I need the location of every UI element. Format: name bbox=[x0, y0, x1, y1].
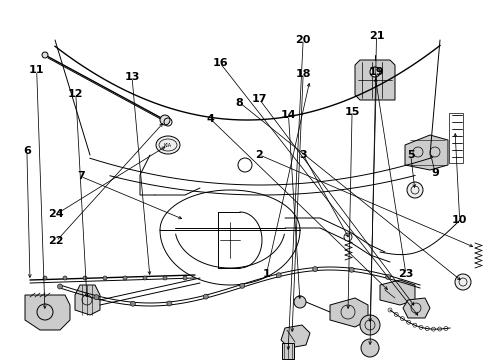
Circle shape bbox=[369, 67, 379, 77]
Text: 6: 6 bbox=[23, 146, 31, 156]
Text: 4: 4 bbox=[206, 114, 214, 124]
Polygon shape bbox=[329, 298, 367, 327]
Text: 24: 24 bbox=[48, 209, 64, 219]
Text: 22: 22 bbox=[48, 236, 64, 246]
Text: 9: 9 bbox=[430, 168, 438, 178]
Circle shape bbox=[103, 276, 107, 280]
Text: 19: 19 bbox=[368, 67, 384, 77]
Circle shape bbox=[123, 276, 127, 280]
Polygon shape bbox=[379, 280, 414, 305]
Polygon shape bbox=[404, 135, 447, 170]
Circle shape bbox=[406, 182, 422, 198]
Circle shape bbox=[385, 274, 390, 279]
Circle shape bbox=[276, 273, 281, 278]
Circle shape bbox=[359, 315, 379, 335]
Polygon shape bbox=[25, 295, 70, 330]
Text: 15: 15 bbox=[344, 107, 359, 117]
Bar bbox=[448, 113, 462, 163]
Polygon shape bbox=[402, 298, 429, 318]
Text: 8: 8 bbox=[235, 98, 243, 108]
Text: 16: 16 bbox=[212, 58, 227, 68]
Circle shape bbox=[348, 267, 353, 272]
Circle shape bbox=[203, 294, 208, 299]
Text: KIA: KIA bbox=[163, 143, 172, 148]
Text: 14: 14 bbox=[280, 110, 296, 120]
Circle shape bbox=[83, 276, 87, 280]
Circle shape bbox=[42, 52, 48, 58]
Bar bbox=[282, 343, 293, 359]
Circle shape bbox=[454, 274, 470, 290]
Circle shape bbox=[58, 284, 62, 289]
Text: 21: 21 bbox=[368, 31, 384, 41]
Text: 3: 3 bbox=[299, 150, 306, 160]
Text: 23: 23 bbox=[397, 269, 413, 279]
Text: 20: 20 bbox=[295, 35, 310, 45]
Circle shape bbox=[183, 276, 186, 280]
Text: 12: 12 bbox=[68, 89, 83, 99]
Polygon shape bbox=[281, 325, 309, 348]
Text: 10: 10 bbox=[451, 215, 467, 225]
Circle shape bbox=[293, 296, 305, 308]
Circle shape bbox=[43, 276, 47, 280]
Circle shape bbox=[239, 283, 244, 288]
Circle shape bbox=[130, 301, 135, 306]
Circle shape bbox=[312, 267, 317, 271]
Circle shape bbox=[94, 295, 99, 300]
Text: 13: 13 bbox=[124, 72, 140, 82]
Text: 5: 5 bbox=[406, 150, 414, 160]
Circle shape bbox=[343, 233, 351, 241]
Circle shape bbox=[142, 276, 147, 280]
Circle shape bbox=[163, 276, 167, 280]
Ellipse shape bbox=[156, 136, 180, 154]
Text: 7: 7 bbox=[77, 171, 84, 181]
Circle shape bbox=[63, 276, 67, 280]
Text: 1: 1 bbox=[262, 269, 270, 279]
Circle shape bbox=[160, 115, 170, 125]
Circle shape bbox=[166, 301, 171, 306]
Text: 17: 17 bbox=[251, 94, 266, 104]
Text: 11: 11 bbox=[29, 65, 44, 75]
Circle shape bbox=[360, 339, 378, 357]
Text: 18: 18 bbox=[295, 69, 310, 79]
Polygon shape bbox=[75, 285, 100, 315]
Polygon shape bbox=[354, 60, 394, 100]
Text: 2: 2 bbox=[255, 150, 263, 160]
